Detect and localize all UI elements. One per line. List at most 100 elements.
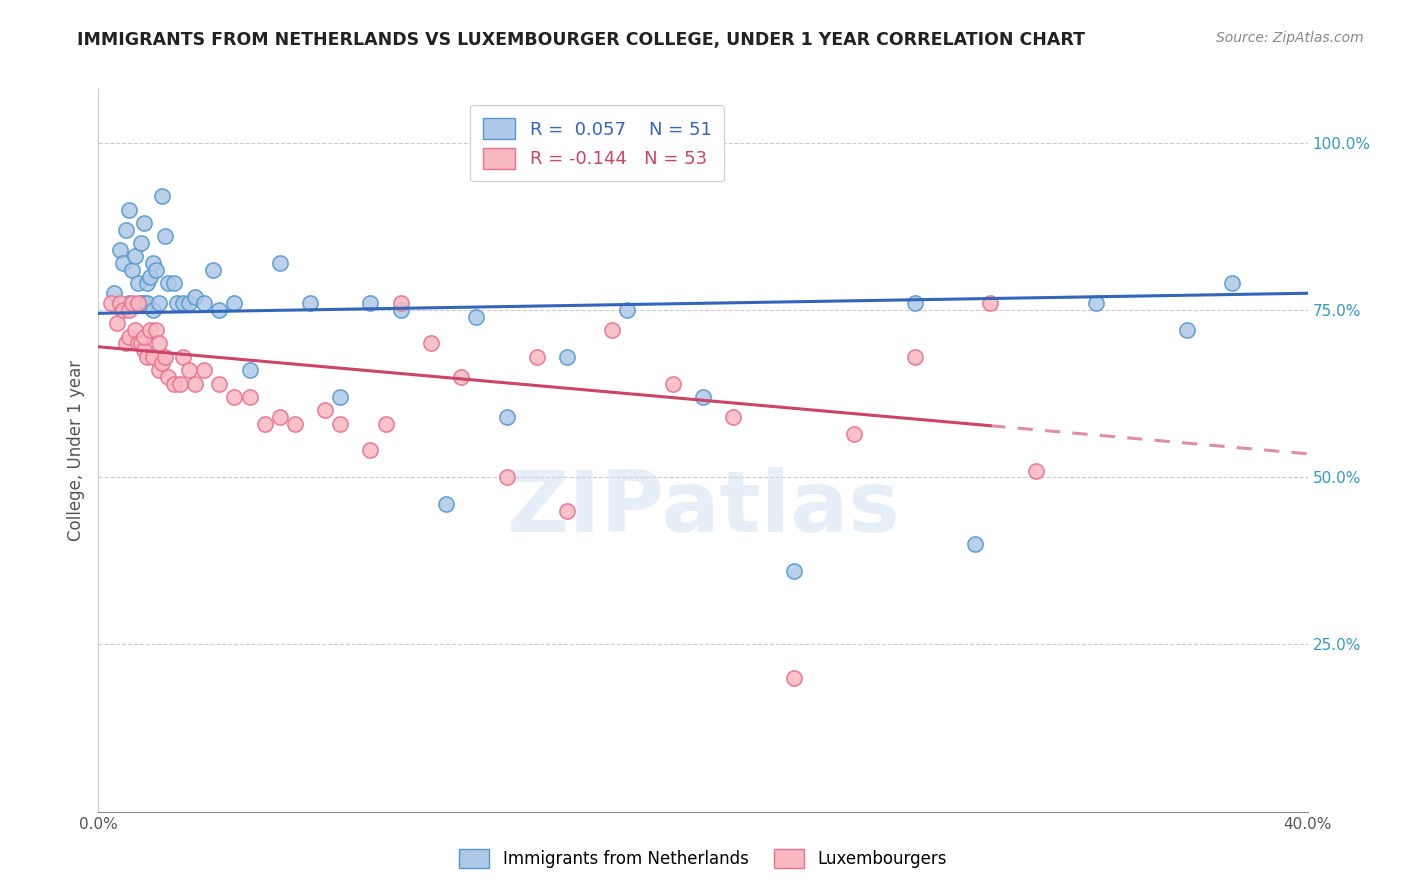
Point [114, 336, 136, 351]
Point [148, 363, 170, 377]
Text: Source: ZipAtlas.com: Source: ZipAtlas.com [1216, 31, 1364, 45]
Legend: Immigrants from Netherlands, Luxembourgers: Immigrants from Netherlands, Luxembourge… [453, 842, 953, 875]
Point [148, 296, 170, 310]
Point [360, 443, 382, 458]
Point [360, 296, 382, 310]
Point [495, 410, 517, 425]
Point [965, 537, 987, 551]
Point [202, 263, 225, 277]
Point [299, 296, 322, 310]
Point [169, 376, 191, 391]
Point [127, 277, 149, 291]
Point [184, 289, 207, 303]
Point [179, 296, 201, 310]
Point [616, 303, 638, 318]
Point [193, 296, 215, 310]
Point [184, 376, 207, 391]
Point [434, 497, 457, 511]
Point [139, 269, 162, 284]
Point [495, 470, 517, 484]
Point [148, 336, 170, 351]
Point [602, 323, 624, 337]
Point [135, 296, 157, 310]
Point [555, 350, 578, 364]
Point [121, 296, 143, 310]
Point [465, 310, 488, 324]
Point [153, 350, 176, 364]
Point [127, 336, 149, 351]
Point [389, 296, 412, 310]
Legend: R =  0.057    N = 51, R = -0.144   N = 53: R = 0.057 N = 51, R = -0.144 N = 53 [470, 105, 724, 181]
Point [904, 350, 927, 364]
Point [135, 350, 157, 364]
Point [284, 417, 307, 431]
Point [420, 336, 443, 351]
Point [389, 303, 412, 318]
Point [269, 256, 291, 270]
Point [156, 277, 179, 291]
Point [111, 303, 134, 318]
Point [224, 296, 246, 310]
Point [108, 296, 131, 310]
Point [103, 286, 125, 301]
Point [121, 263, 143, 277]
Point [374, 417, 396, 431]
Point [193, 363, 215, 377]
Point [111, 256, 134, 270]
Point [135, 277, 157, 291]
Point [979, 296, 1001, 310]
Point [166, 296, 188, 310]
Point [208, 376, 231, 391]
Point [142, 256, 165, 270]
Point [150, 189, 173, 203]
Point [127, 296, 149, 310]
Point [129, 336, 152, 351]
Point [163, 277, 186, 291]
Point [783, 671, 806, 685]
Point [224, 390, 246, 404]
Point [172, 350, 194, 364]
Text: ZIPatlas: ZIPatlas [506, 467, 900, 549]
Point [1024, 464, 1046, 478]
Point [783, 564, 806, 578]
Point [253, 417, 276, 431]
Point [105, 317, 128, 331]
Point [108, 243, 131, 257]
Point [661, 376, 683, 391]
Point [269, 410, 291, 425]
Point [723, 410, 745, 425]
Point [100, 296, 122, 310]
Point [314, 403, 336, 417]
Point [124, 250, 146, 264]
Point [132, 343, 155, 358]
Point [142, 350, 165, 364]
Point [132, 296, 155, 310]
Point [118, 303, 141, 318]
Point [150, 356, 173, 371]
Point [132, 216, 155, 230]
Point [1175, 323, 1198, 337]
Point [1220, 277, 1243, 291]
Point [1085, 296, 1108, 310]
Point [142, 303, 165, 318]
Point [172, 296, 194, 310]
Point [145, 323, 167, 337]
Point [129, 236, 152, 251]
Point [118, 296, 141, 310]
Point [139, 323, 162, 337]
Point [114, 223, 136, 237]
Point [239, 363, 262, 377]
Point [329, 417, 352, 431]
Text: IMMIGRANTS FROM NETHERLANDS VS LUXEMBOURGER COLLEGE, UNDER 1 YEAR CORRELATION CH: IMMIGRANTS FROM NETHERLANDS VS LUXEMBOUR… [77, 31, 1085, 49]
Point [526, 350, 548, 364]
Point [329, 390, 352, 404]
Point [239, 390, 262, 404]
Point [844, 426, 866, 441]
Point [129, 296, 152, 310]
Point [153, 229, 176, 244]
Point [124, 323, 146, 337]
Point [132, 330, 155, 344]
Point [904, 296, 927, 310]
Point [179, 363, 201, 377]
Y-axis label: College, Under 1 year: College, Under 1 year [66, 359, 84, 541]
